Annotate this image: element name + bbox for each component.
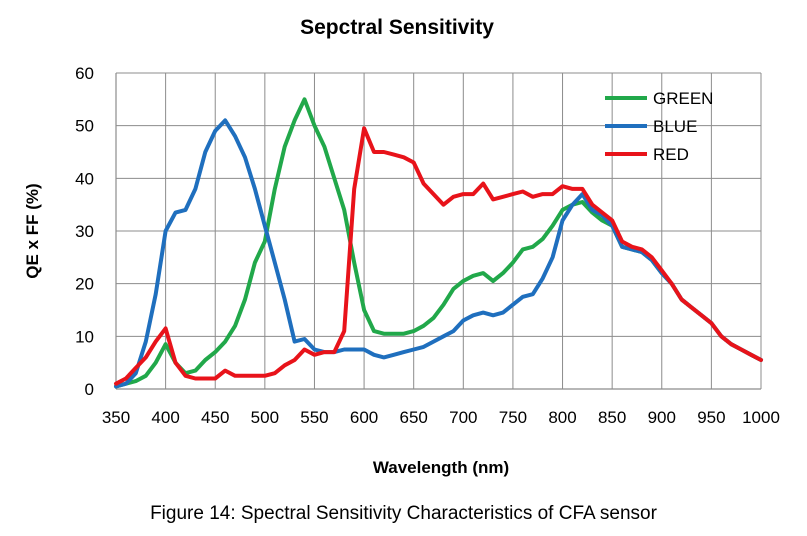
x-tick-label: 350 — [102, 408, 130, 427]
x-tick-label: 450 — [201, 408, 229, 427]
x-tick-label: 850 — [598, 408, 626, 427]
y-axis-label: QE x FF (%) — [23, 183, 42, 278]
grid-lines — [116, 72, 762, 389]
x-tick-label: 550 — [300, 408, 328, 427]
series-lines — [114, 97, 763, 389]
series-line-green — [114, 97, 763, 389]
x-tick-labels: 350 400 450 500 550 600 650 700 750 800 850 900 950 1… — [102, 408, 780, 427]
legend-label-red: RED — [653, 145, 689, 164]
y-tick-label: 0 — [85, 380, 94, 399]
x-tick-label: 800 — [548, 408, 576, 427]
x-tick-label: 700 — [449, 408, 477, 427]
y-tick-labels: 0 10 20 30 40 50 60 — [75, 64, 94, 399]
axes — [115, 73, 761, 390]
x-tick-label: 1000 — [742, 408, 780, 427]
legend: GREEN BLUE RED — [605, 89, 713, 164]
y-tick-label: 40 — [75, 169, 94, 188]
x-tick-label: 750 — [499, 408, 527, 427]
legend-label-green: GREEN — [653, 89, 713, 108]
series-line-red — [114, 126, 763, 386]
x-tick-label: 600 — [350, 408, 378, 427]
x-tick-label: 900 — [648, 408, 676, 427]
y-tick-label: 60 — [75, 64, 94, 83]
x-tick-label: 400 — [151, 408, 179, 427]
x-tick-label: 950 — [697, 408, 725, 427]
y-tick-label: 10 — [75, 327, 94, 346]
legend-label-blue: BLUE — [653, 117, 697, 136]
x-tick-label: 500 — [251, 408, 279, 427]
figure-caption: Figure 14: Spectral Sensitivity Characte… — [150, 503, 657, 524]
chart-title: Sepctral Sensitivity — [300, 16, 494, 39]
y-tick-label: 50 — [75, 117, 94, 136]
x-tick-label: 650 — [400, 408, 428, 427]
y-tick-label: 30 — [75, 222, 94, 241]
y-tick-label: 20 — [75, 275, 94, 294]
x-axis-label: Wavelength (nm) — [373, 458, 509, 477]
